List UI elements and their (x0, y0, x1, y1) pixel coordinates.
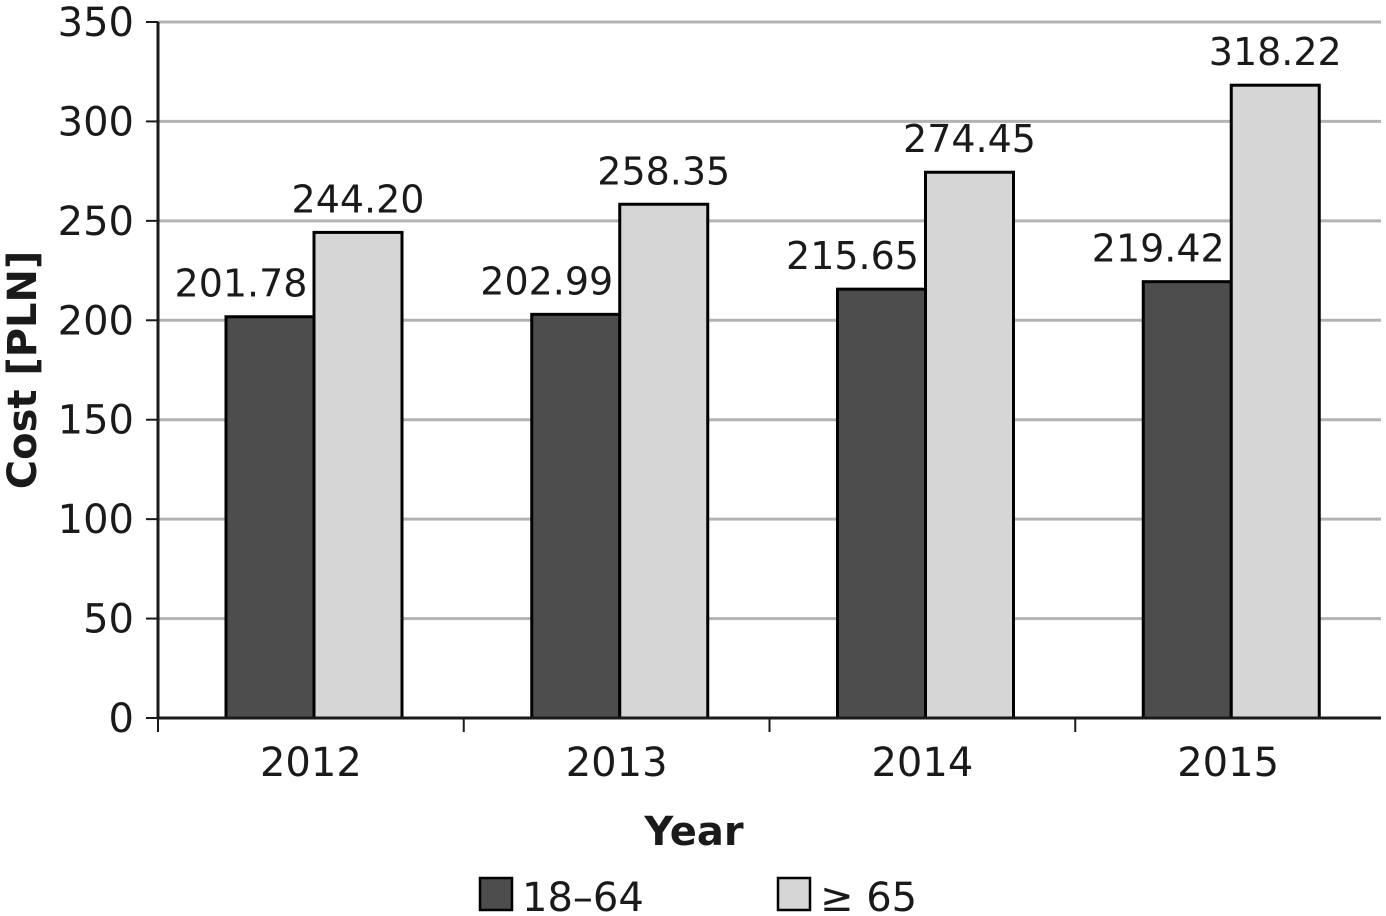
bar-age-65-plus-2013 (618, 202, 710, 720)
bar-age-65-plus-2012 (312, 230, 404, 720)
data-label: 215.65 (786, 234, 919, 278)
y-tick-label: 300 (58, 99, 134, 145)
bar-age-18-64-2015 (1141, 280, 1233, 720)
y-tick-label: 100 (58, 497, 134, 543)
axes (146, 21, 1381, 732)
y-tick-label: 150 (58, 398, 134, 444)
y-tick-label: 200 (58, 298, 134, 344)
bar-age-18-64-2013 (530, 312, 622, 720)
data-label: 318.22 (1209, 30, 1342, 74)
data-label: 201.78 (175, 262, 308, 306)
data-label: 219.42 (1092, 227, 1225, 271)
legend-label: 18–64 (522, 875, 644, 916)
bar-age-18-64-2012 (224, 315, 316, 720)
data-label: 202.99 (480, 259, 613, 303)
bar-age-18-64-2014 (836, 287, 927, 720)
bar-age-65-plus-2014 (924, 170, 1015, 720)
x-tick-label: 2015 (1177, 740, 1279, 786)
y-tick-label: 350 (58, 0, 134, 46)
bars (224, 83, 1321, 720)
legend-label: ≥ 65 (820, 875, 917, 916)
y-tick-label: 250 (58, 199, 134, 245)
legend: 18–64 ≥ 65 (478, 875, 917, 916)
y-tick-label: 0 (109, 696, 134, 742)
legend-swatch (478, 876, 514, 912)
x-tick-label: 2013 (566, 740, 668, 786)
data-label: 244.20 (292, 177, 425, 221)
x-tick-label: 2012 (260, 740, 362, 786)
bar-age-65-plus-2015 (1229, 83, 1321, 720)
x-axis-title: Year (643, 809, 743, 855)
x-tick-label: 2014 (871, 740, 973, 786)
data-label: 274.45 (903, 117, 1036, 161)
y-axis-title: Cost [PLN] (0, 251, 46, 490)
labels: 0 50 100 150 200 250 300 350 201.78 244.20 2012 202… (58, 0, 1342, 786)
y-tick-label: 50 (83, 597, 134, 643)
data-label: 258.35 (597, 149, 730, 193)
legend-swatch (776, 876, 812, 912)
